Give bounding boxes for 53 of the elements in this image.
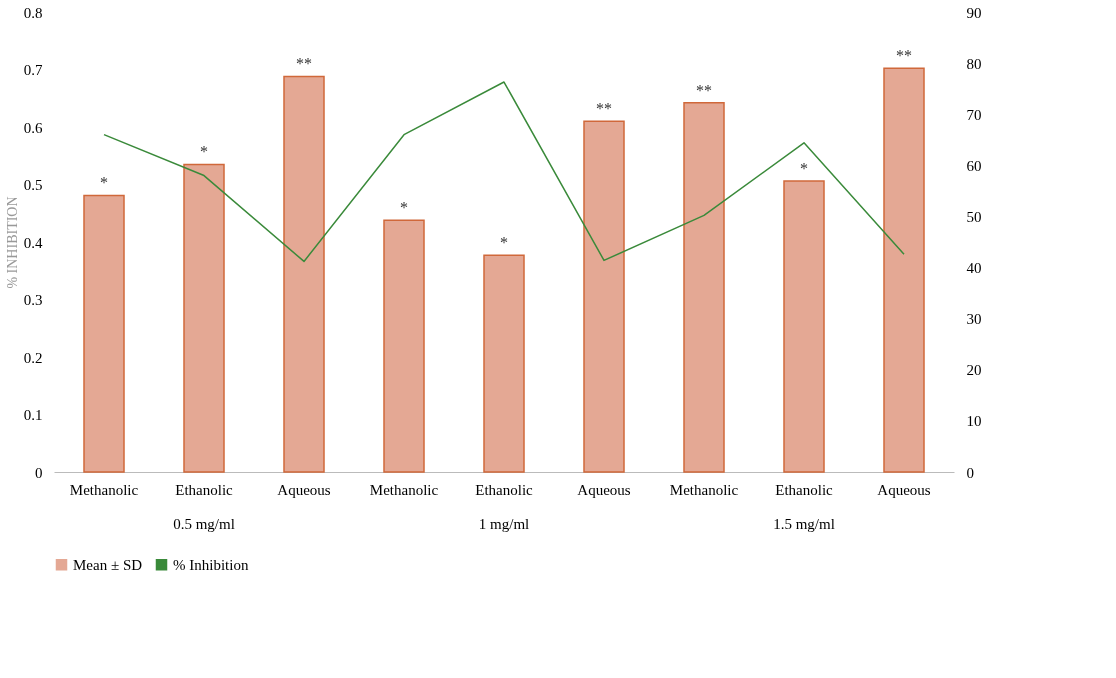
y2-tick-label: 0 <box>966 464 974 481</box>
y2-tick-label: 60 <box>966 157 982 174</box>
y-tick-label: 0.4 <box>23 234 43 251</box>
bar <box>683 102 725 473</box>
text: 1.5 mg/ml <box>773 516 835 532</box>
y2-tick-label: 40 <box>966 260 982 277</box>
text: 0.5 mg/ml <box>173 516 235 532</box>
line-series <box>103 81 905 263</box>
y2-tick-label: 10 <box>966 413 982 430</box>
data-label: ** <box>296 55 312 73</box>
data-label: * <box>100 174 108 192</box>
y-tick-label: 0.5 <box>23 177 43 193</box>
bar <box>483 254 525 473</box>
y-axis-title: % INHIBITION <box>4 196 20 289</box>
y2-tick-label: 50 <box>966 208 982 225</box>
bar <box>883 67 925 473</box>
y-tick-label: 0.3 <box>23 292 43 308</box>
data-label: * <box>200 143 208 161</box>
y-tick-label: 0.8 <box>23 4 43 21</box>
legend-label: Mean ± SD <box>73 556 143 573</box>
x-tick-label: Aqueous <box>877 481 931 498</box>
y-tick-label: 0.2 <box>23 349 43 366</box>
bar <box>383 219 425 473</box>
y-tick-label: 0.1 <box>23 407 43 423</box>
y-tick-label: 0.6 <box>23 119 43 136</box>
data-label: * <box>800 160 808 178</box>
data-label: * <box>500 234 508 252</box>
bar <box>183 163 225 473</box>
bar <box>783 180 825 473</box>
x-tick-label: Methanolic <box>369 481 439 498</box>
y2-tick-label: 30 <box>966 311 982 328</box>
x-tick-label: Methanolic <box>69 481 139 498</box>
bar <box>583 120 625 473</box>
text: 1 mg/ml <box>478 516 530 532</box>
y2-tick-label: 90 <box>966 4 982 21</box>
legend-label: % Inhibition <box>173 556 249 573</box>
x-tick-label: Aqueous <box>577 481 631 498</box>
data-label: ** <box>896 47 912 65</box>
bar <box>83 194 125 473</box>
bar <box>283 75 325 473</box>
x-tick-label: Ethanolic <box>775 481 834 498</box>
data-label: ** <box>696 81 712 99</box>
y2-tick-label: 80 <box>966 55 982 72</box>
x-tick-label: Methanolic <box>669 481 739 498</box>
y-tick-label: 0 <box>35 464 43 481</box>
data-label: * <box>400 199 408 217</box>
x-tick-label: Ethanolic <box>475 481 534 498</box>
data-label: ** <box>596 100 612 118</box>
y2-tick-label: 70 <box>966 106 982 123</box>
y2-tick-label: 20 <box>966 362 982 379</box>
x-tick-label: Aqueous <box>277 481 331 498</box>
x-tick-label: Ethanolic <box>175 481 234 498</box>
y-tick-label: 0.7 <box>23 62 43 78</box>
